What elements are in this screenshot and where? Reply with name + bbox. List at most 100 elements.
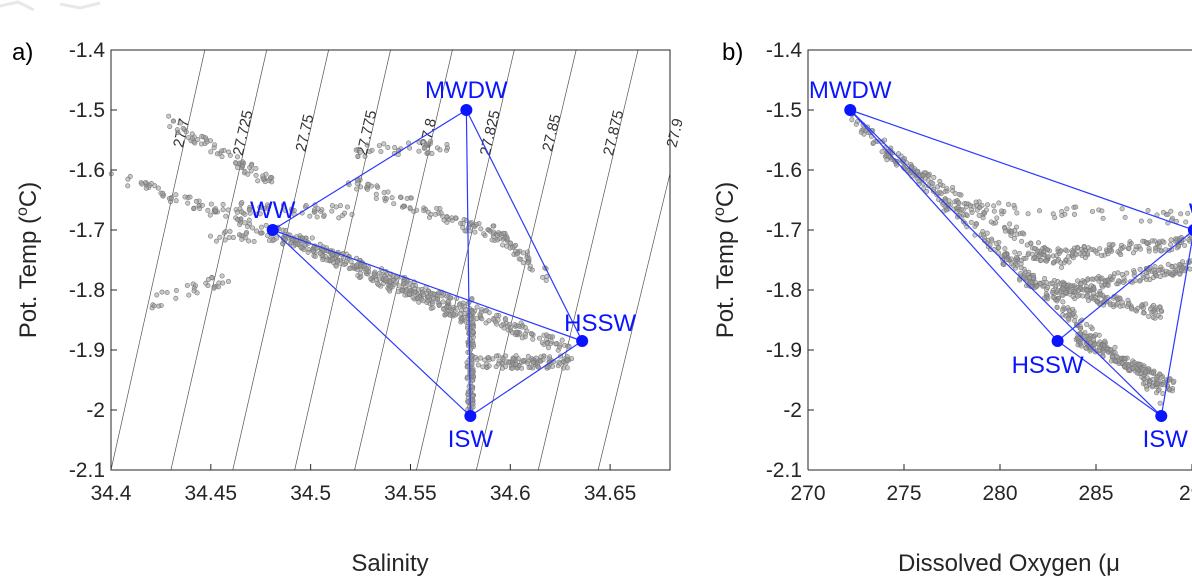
observation-point [239, 236, 245, 242]
observation-point [471, 223, 477, 229]
observation-point [1151, 267, 1157, 273]
observation-point [1072, 211, 1078, 217]
observation-point [436, 302, 442, 308]
observation-point [368, 183, 374, 189]
observation-point [395, 289, 401, 295]
observation-point [988, 219, 994, 225]
observation-point [396, 283, 402, 289]
observation-point [1073, 204, 1079, 210]
observation-point [1157, 267, 1163, 273]
observation-point [1085, 336, 1091, 342]
observation-point [435, 296, 441, 302]
observation-point [226, 234, 232, 240]
observation-point [428, 138, 434, 144]
observation-point [956, 191, 962, 197]
axes-box-a [110, 49, 671, 471]
observation-point [1182, 242, 1188, 248]
isopycnal-label: 27.7 [170, 117, 193, 149]
scan-artifact [0, 0, 101, 12]
y-tick-label: -1.7 [69, 219, 105, 242]
observation-point [870, 140, 876, 146]
x-tick-label: 34.65 [584, 482, 637, 505]
observation-point [168, 196, 174, 202]
observation-point [1012, 249, 1018, 255]
observation-point [185, 200, 191, 206]
water-mass-point [464, 410, 477, 422]
isopycnal-line [354, 49, 453, 471]
observation-point [223, 213, 229, 219]
observation-point [391, 201, 397, 207]
observation-point [1075, 293, 1081, 299]
observation-point [926, 173, 932, 179]
observation-point [1094, 275, 1100, 281]
observation-point [1055, 288, 1061, 294]
observation-point [353, 147, 359, 153]
observation-point [383, 196, 389, 202]
observation-point [1134, 370, 1140, 376]
observation-point [526, 365, 532, 371]
observation-point [1009, 228, 1015, 234]
observation-point [148, 181, 154, 187]
observation-point [348, 265, 354, 271]
y-tick-label: -1.6 [766, 159, 802, 182]
observation-point [464, 374, 470, 380]
observation-point [991, 208, 997, 214]
observation-point [961, 212, 967, 218]
observation-point [377, 270, 383, 276]
observation-point [520, 358, 526, 364]
y-tick-label: -2 [783, 399, 802, 422]
observation-point [1014, 210, 1020, 216]
observation-point [367, 149, 373, 155]
observation-point [1140, 305, 1146, 311]
observation-point [302, 242, 308, 248]
water-mass-points: MWDW WW HSSW ISW [250, 77, 636, 453]
observation-point [416, 294, 422, 300]
observation-point [1167, 386, 1173, 392]
observation-point [381, 141, 387, 147]
observation-point [440, 299, 446, 305]
mixing-line [849, 109, 1162, 417]
observation-point [1081, 251, 1087, 257]
observation-point [519, 324, 525, 330]
observation-point [430, 305, 436, 311]
observation-point [548, 341, 554, 347]
isopycnal-lines: 27.727.72527.7527.77527.827.82527.8527.8… [110, 49, 687, 471]
observation-point [152, 183, 158, 189]
observation-point [469, 360, 475, 366]
observation-point [258, 224, 264, 230]
observation-point [450, 311, 456, 317]
observation-point [1078, 281, 1084, 287]
observation-point [402, 292, 408, 298]
observation-point [1094, 299, 1100, 305]
observation-point [1155, 381, 1161, 387]
observation-point [154, 292, 160, 298]
observation-point [175, 129, 181, 135]
observation-point [1143, 301, 1149, 307]
observation-point [1178, 211, 1184, 217]
observation-point [554, 340, 560, 346]
observation-point [242, 168, 248, 174]
observation-point [1158, 374, 1164, 380]
observation-point [1097, 291, 1103, 297]
observation-point [246, 207, 252, 213]
observation-point [465, 399, 471, 405]
observation-point [1170, 269, 1176, 275]
observation-point [1083, 340, 1089, 346]
observation-point [1063, 290, 1069, 296]
observation-point [989, 238, 995, 244]
observation-point [1088, 295, 1094, 301]
observation-point [1166, 269, 1172, 275]
observation-point [1177, 271, 1183, 277]
observation-point [530, 336, 536, 342]
observation-point [1144, 386, 1150, 392]
observation-point [240, 159, 246, 165]
observation-point [253, 228, 259, 234]
mixing-line [272, 229, 583, 342]
observation-point [1112, 350, 1118, 356]
observation-point [170, 118, 176, 124]
observation-point [944, 188, 950, 194]
water-mass-label: HSSW [1012, 352, 1084, 379]
observation-point [212, 208, 218, 214]
observation-point [337, 203, 343, 209]
observation-point [1110, 274, 1116, 280]
